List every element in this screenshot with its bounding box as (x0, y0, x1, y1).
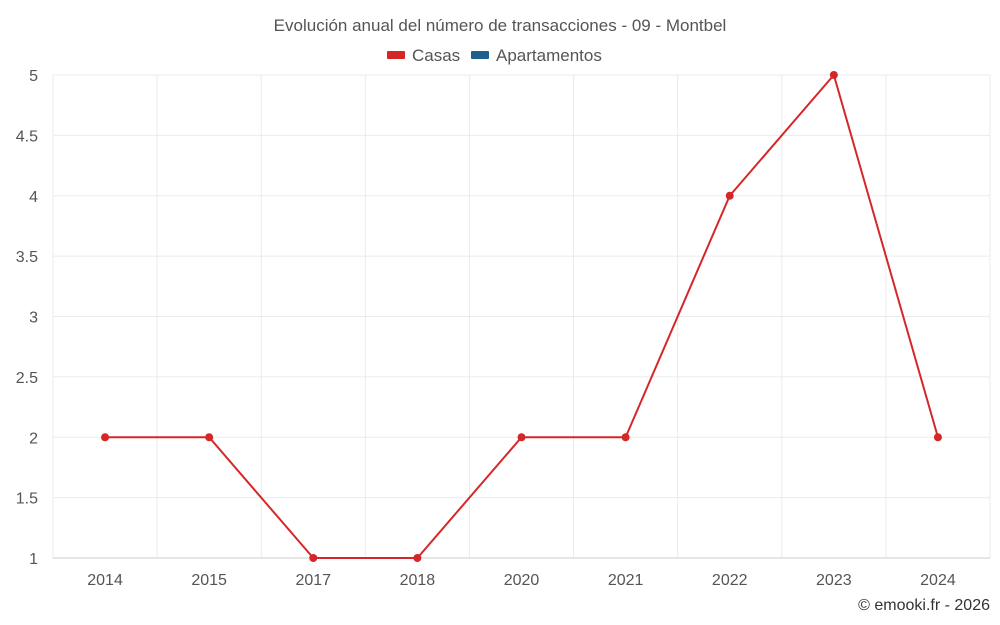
data-point[interactable] (309, 554, 318, 562)
x-tick-label: 2015 (191, 572, 227, 589)
data-point[interactable] (725, 191, 734, 200)
y-tick-label: 1.5 (16, 491, 38, 508)
data-point[interactable] (621, 433, 630, 442)
y-tick-label: 2 (29, 430, 38, 447)
y-tick-label: 1 (29, 551, 38, 568)
y-axis-ticks: 1 1.5 2 2.5 3 3.5 4 4.5 5 (16, 68, 38, 568)
x-tick-label: 2024 (920, 572, 956, 589)
data-point[interactable] (101, 433, 110, 442)
series-casas (101, 71, 942, 562)
y-tick-label: 4.5 (16, 128, 38, 145)
y-tick-label: 3.5 (16, 249, 38, 266)
gridlines (52, 74, 991, 558)
x-tick-label: 2021 (608, 572, 644, 589)
legend: Casas Apartamentos (387, 46, 602, 65)
x-tick-label: 2022 (712, 572, 748, 589)
x-tick-label: 2020 (504, 572, 540, 589)
y-tick-label: 4 (29, 189, 38, 206)
data-point[interactable] (517, 433, 526, 442)
legend-item-casas[interactable]: Casas (387, 46, 460, 65)
y-tick-label: 2.5 (16, 370, 38, 387)
legend-label-casas: Casas (412, 46, 460, 65)
credit-text: © emooki.fr - 2026 (858, 597, 990, 614)
legend-swatch-apartamentos (471, 51, 489, 59)
y-tick-label: 3 (29, 310, 38, 327)
legend-swatch-casas (387, 51, 405, 59)
data-point[interactable] (829, 71, 838, 79)
data-point[interactable] (205, 433, 214, 442)
x-tick-label: 2018 (400, 572, 436, 589)
x-axis-ticks: 2014 2015 2017 2018 2020 2021 2022 2023 2024 (87, 572, 956, 589)
x-tick-label: 2023 (816, 572, 852, 589)
x-tick-label: 2017 (295, 572, 331, 589)
y-tick-label: 5 (29, 68, 38, 85)
chart-title: Evolución anual del número de transaccio… (274, 16, 727, 35)
legend-label-apartamentos: Apartamentos (496, 46, 602, 65)
x-tick-label: 2014 (87, 572, 123, 589)
data-point[interactable] (413, 554, 422, 562)
legend-item-apartamentos[interactable]: Apartamentos (471, 46, 602, 65)
data-point[interactable] (933, 433, 942, 442)
